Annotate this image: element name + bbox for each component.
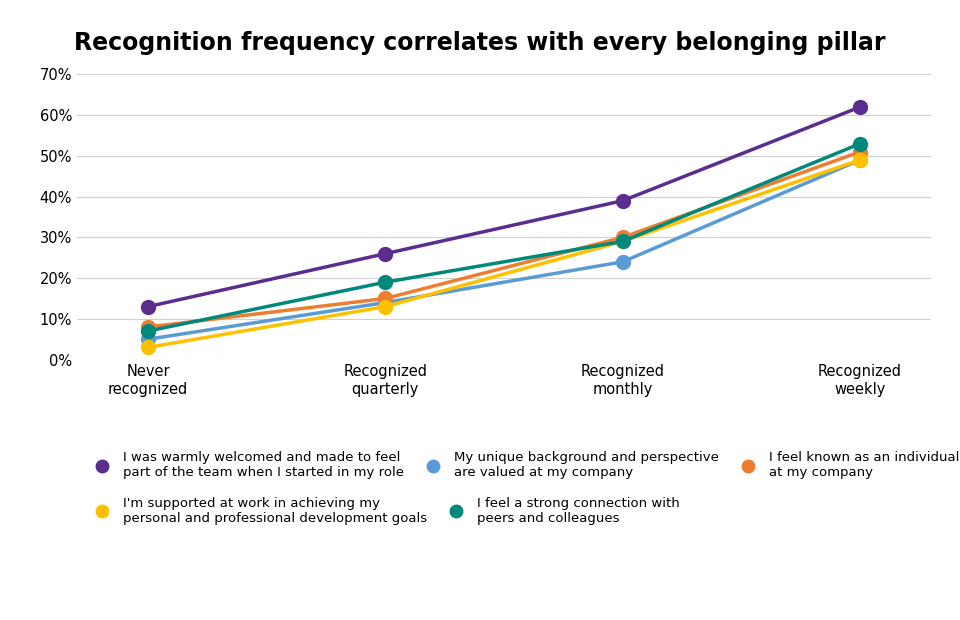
Text: Recognition frequency correlates with every belonging pillar: Recognition frequency correlates with ev… [74,32,886,55]
Legend: I'm supported at work in achieving my
personal and professional development goal: I'm supported at work in achieving my pe… [84,492,685,530]
